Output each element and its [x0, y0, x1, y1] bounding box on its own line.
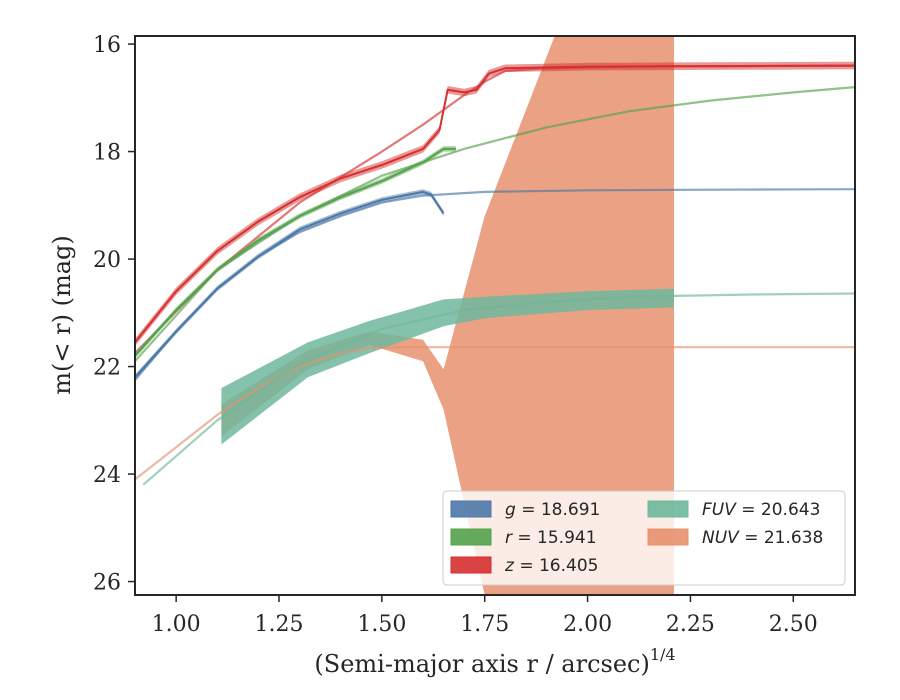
- x-axis-title: (Semi-major axis r / arcsec)1/4: [314, 645, 675, 678]
- x-tick-label: 1.75: [460, 612, 509, 637]
- nuv-band: [221, 36, 674, 595]
- y-tick-label: 18: [93, 141, 121, 166]
- legend-swatch-z: [450, 556, 492, 574]
- y-tick-label: 22: [93, 356, 121, 381]
- fuv-model-line: [142, 292, 855, 486]
- y-tick-label: 26: [93, 571, 121, 596]
- plot-frame: [134, 35, 856, 596]
- legend-swatch-r: [450, 528, 492, 546]
- legend-frame: [442, 490, 846, 586]
- legend-label-r: r = 15.941: [505, 528, 597, 548]
- fuv-band: [221, 288, 674, 445]
- x-tick-label: 2.00: [563, 612, 612, 637]
- x-tick-label: 2.25: [666, 612, 715, 637]
- x-tick-label: 1.00: [152, 612, 201, 637]
- z-profile-line: [135, 64, 855, 344]
- g-profile-line: [135, 190, 445, 378]
- legend-label-z: z = 16.405: [504, 556, 598, 576]
- y-tick-label: 24: [93, 463, 121, 488]
- x-tick-label: 1.25: [255, 612, 304, 637]
- legend-label-g: g = 18.691: [505, 500, 600, 520]
- legend-label-nuv: NUV = 21.638: [702, 528, 823, 548]
- r-profile-line: [135, 147, 456, 357]
- r-model-line: [135, 86, 855, 362]
- y-axis: 16 18 20 22 24 26: [93, 33, 135, 596]
- y-tick-label: 20: [93, 248, 121, 273]
- legend-label-fuv: FUV = 20.643: [702, 500, 820, 520]
- y-axis-title: m(< r) (mag): [48, 235, 76, 394]
- plot-area: [135, 36, 855, 595]
- x-tick-label: 1.50: [357, 612, 406, 637]
- nuv-model-line: [135, 346, 855, 481]
- x-axis: 1.00 1.25 1.50 1.75 2.00 2.25 2.50: [152, 595, 818, 637]
- x-axis-title-superscript: 1/4: [650, 645, 676, 664]
- x-tick-label: 2.50: [769, 612, 818, 637]
- legend-swatch-nuv: [647, 528, 689, 546]
- legend-swatch-fuv: [647, 500, 689, 518]
- y-tick-label: 16: [93, 33, 121, 58]
- legend: g = 18.691 r = 15.941 z = 16.405 FUV = 20.6…: [442, 490, 846, 586]
- legend-swatch-g: [450, 500, 492, 518]
